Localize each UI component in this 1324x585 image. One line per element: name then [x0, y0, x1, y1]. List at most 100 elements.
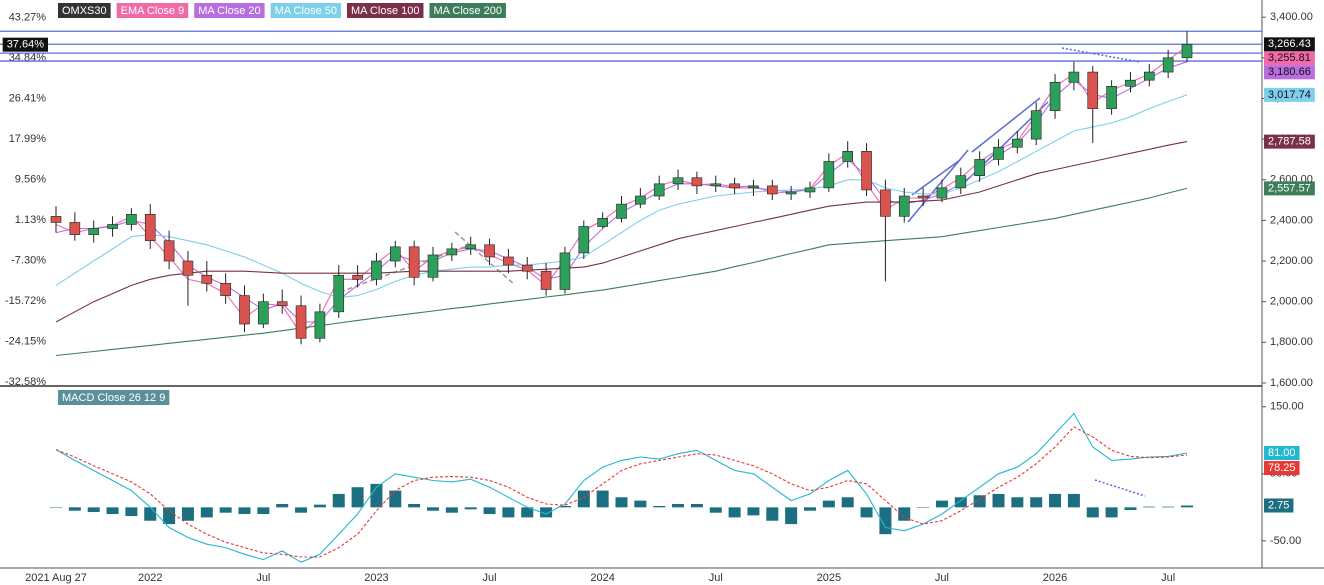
legend-box	[270, 3, 341, 18]
candle-body	[974, 159, 985, 176]
histogram-bar	[1105, 507, 1118, 518]
candle-body	[465, 244, 477, 250]
histogram-bar	[427, 507, 439, 511]
legend-box	[58, 390, 170, 405]
value-label-box	[1264, 446, 1300, 461]
histogram-bar	[332, 493, 345, 508]
candle-body	[691, 177, 703, 187]
histogram-bar	[502, 507, 515, 518]
histogram-bar	[106, 507, 119, 515]
value-label-box	[1264, 87, 1315, 102]
histogram-bar	[1181, 505, 1193, 508]
value-label: 2.75	[1268, 499, 1289, 511]
histogram-bar	[464, 507, 477, 510]
legend-label: MA Close 100	[351, 5, 419, 17]
value-label-box	[1264, 181, 1315, 196]
histogram-bar	[1143, 506, 1156, 508]
candle-body	[88, 228, 99, 235]
candle-body	[785, 191, 797, 195]
candle-body	[1144, 71, 1155, 81]
value-label: 3,017.74	[1268, 89, 1311, 101]
value-label-box	[1264, 134, 1315, 149]
histogram-bar	[596, 490, 609, 508]
candle-body	[993, 146, 1004, 160]
y2-tick-label: 26.41%	[9, 93, 47, 105]
candle-body	[276, 301, 288, 307]
moving-average-line	[55, 141, 1188, 323]
histogram-bar	[389, 490, 402, 508]
histogram-bar	[747, 507, 760, 516]
candle-body	[352, 274, 363, 280]
histogram-bar	[68, 507, 81, 511]
candle-body	[1162, 57, 1174, 73]
candle-body	[559, 252, 571, 290]
value-label: 81.00	[1268, 447, 1296, 459]
histogram-bar	[200, 507, 213, 518]
candle-body	[1049, 81, 1061, 111]
histogram-bar	[163, 507, 176, 525]
histogram-bar	[408, 503, 421, 508]
histogram-bar	[87, 507, 100, 513]
y-tick-label: 2,000.00	[1270, 296, 1313, 308]
candle-body	[861, 151, 872, 191]
y2-tick-label: 9.56%	[15, 173, 46, 185]
candle-body	[1181, 44, 1193, 59]
candle-body	[672, 177, 684, 185]
histogram-bar	[351, 487, 364, 508]
candle-body	[710, 183, 722, 187]
histogram-bar	[1067, 493, 1080, 508]
candle-body	[578, 226, 590, 254]
histogram-bar	[954, 497, 967, 508]
candle-body	[1030, 110, 1042, 140]
histogram-bar	[50, 507, 62, 508]
histogram-bar	[917, 507, 930, 508]
candle-body	[955, 175, 967, 189]
candle-body	[729, 183, 740, 189]
value-label: 3,266.43	[1268, 38, 1311, 50]
histogram-bar	[483, 507, 496, 515]
candle-body	[69, 222, 81, 235]
legend-label: MA Close 20	[198, 5, 260, 17]
histogram-bar	[785, 507, 798, 525]
histogram-bar	[144, 507, 157, 521]
value-label: 3,180.66	[1268, 66, 1311, 78]
x-tick-label: Jul	[709, 572, 723, 584]
candle-body	[144, 214, 156, 242]
histogram-bar	[860, 507, 873, 518]
legend-box	[346, 3, 424, 18]
y-tick-label: 2,200.00	[1270, 255, 1313, 267]
y2-tick-label: -32.58%	[5, 376, 46, 388]
histogram-bar	[276, 503, 289, 508]
histogram-bar	[577, 490, 590, 508]
candle-body	[239, 295, 250, 325]
candle-body	[408, 246, 420, 278]
candle-body	[107, 224, 118, 229]
y2-tick-label: 34.84%	[9, 52, 47, 64]
candle-body	[880, 189, 891, 217]
candle-body	[333, 274, 345, 313]
histogram-bar	[1049, 493, 1062, 508]
candle-body	[842, 151, 854, 162]
candle-body	[823, 161, 835, 189]
value-label-box	[1264, 51, 1315, 66]
y-tick-label: 150.00	[1270, 401, 1304, 413]
legend-label: MACD Close 26 12 9	[62, 392, 165, 404]
y-tick-label: 1,600.00	[1270, 377, 1313, 389]
histogram-bar	[540, 507, 553, 518]
histogram-bar	[521, 507, 534, 518]
histogram-bar	[1162, 506, 1175, 508]
x-tick-label: 2025	[817, 572, 841, 584]
candle-body	[653, 183, 665, 197]
legend-box	[116, 3, 189, 18]
legend-label: OMXS30	[62, 5, 107, 17]
candle-body	[389, 246, 401, 262]
macd-line	[55, 412, 1188, 563]
candle-body	[917, 195, 929, 199]
x-tick-label: Jul	[1161, 572, 1175, 584]
y2-tick-label: 1.13%	[15, 214, 46, 226]
candle-body	[635, 195, 646, 205]
value-label: 3,255.81	[1268, 52, 1311, 64]
signal-line	[55, 426, 1188, 558]
trendline	[454, 231, 516, 286]
